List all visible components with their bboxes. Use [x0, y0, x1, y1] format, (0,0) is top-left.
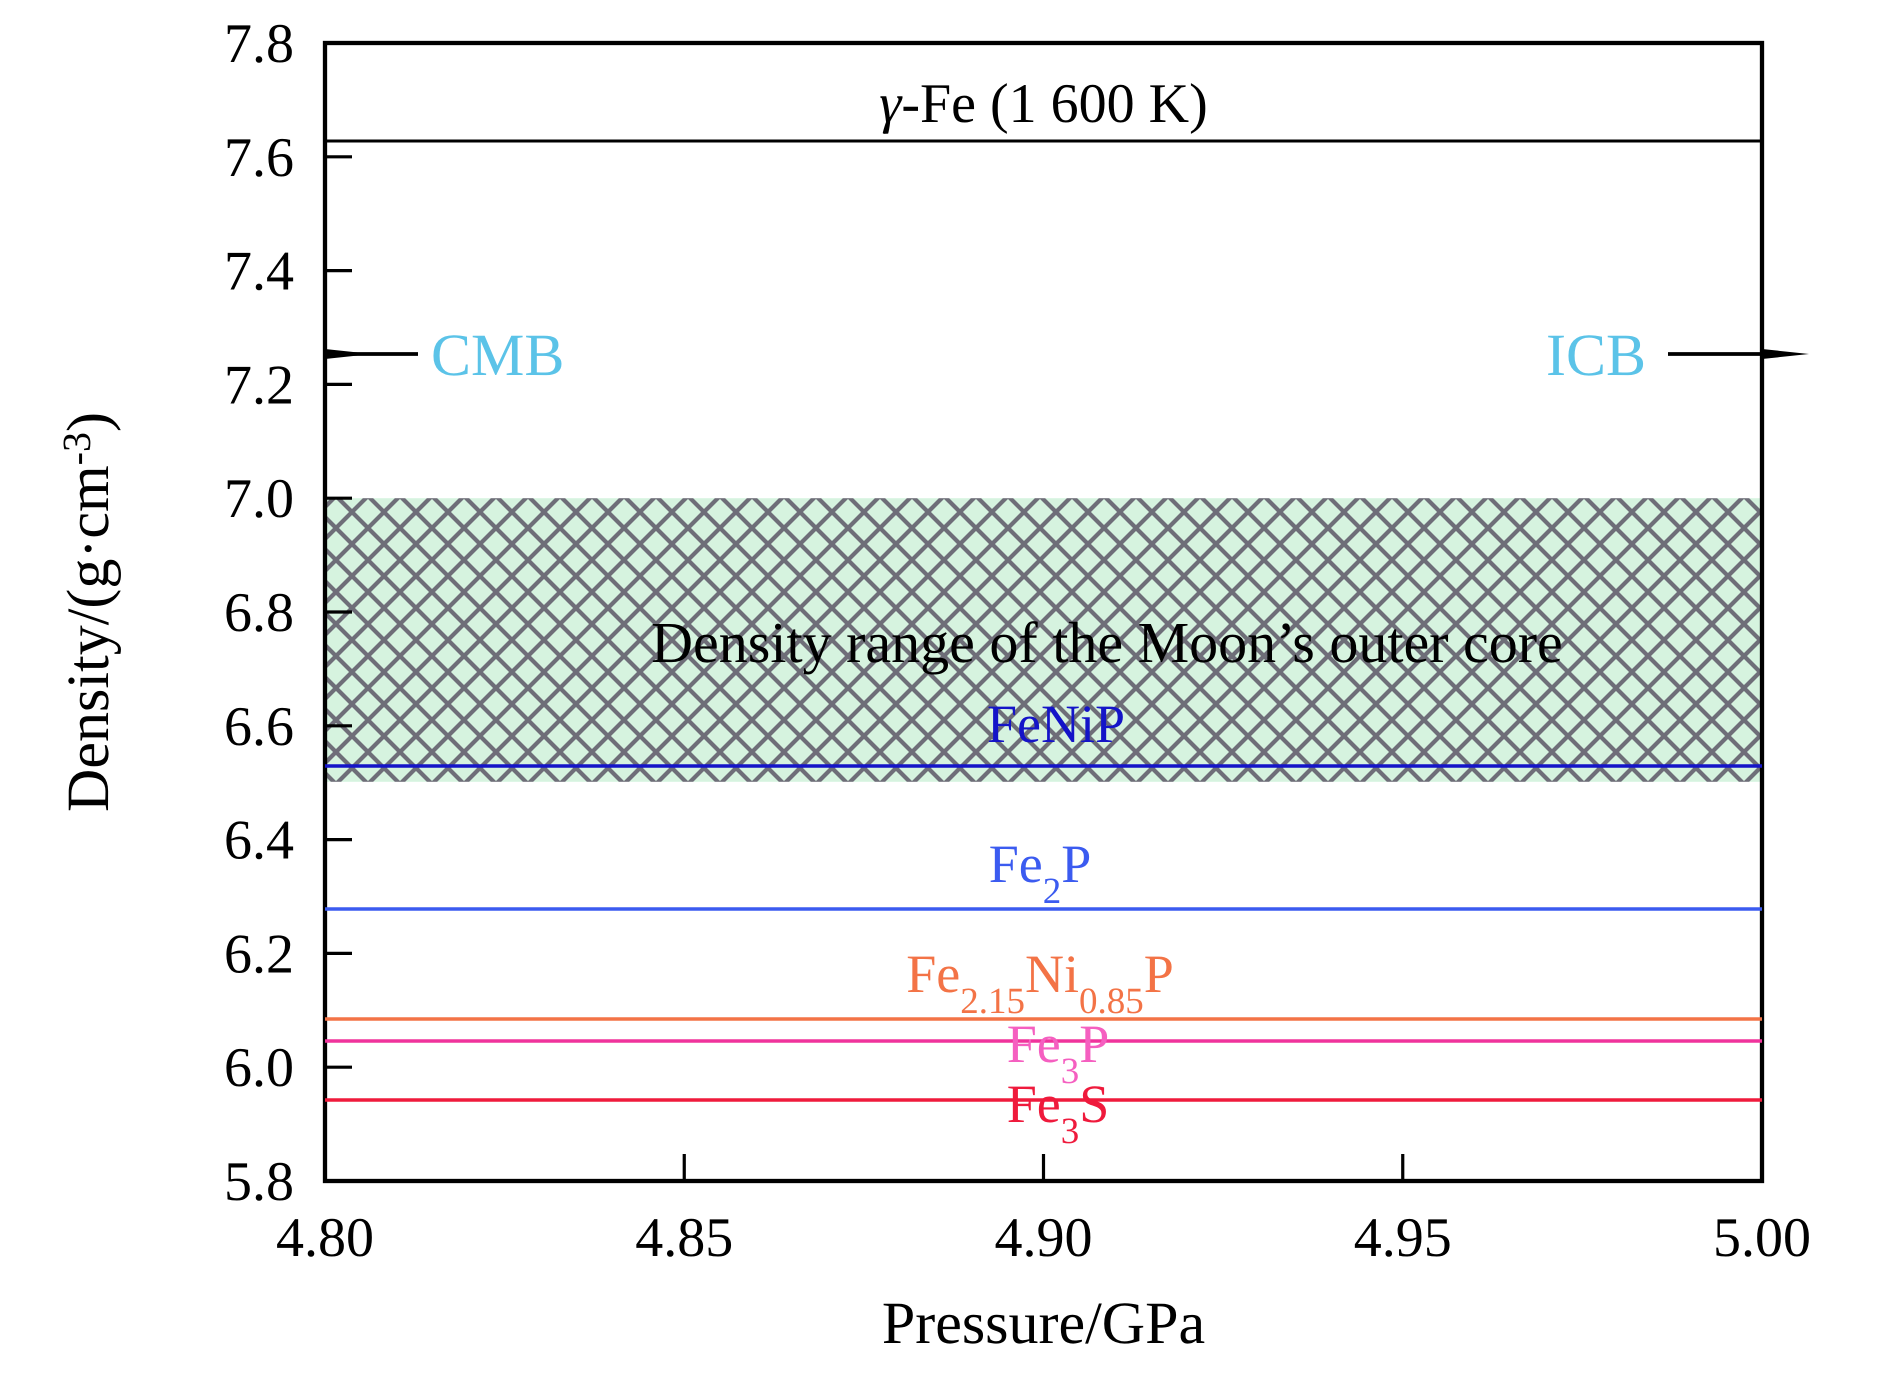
svg-text:5.00: 5.00	[1713, 1207, 1811, 1269]
svg-text:7.4: 7.4	[224, 241, 294, 303]
svg-text:6.2: 6.2	[224, 923, 294, 985]
svg-text:7.2: 7.2	[224, 354, 294, 416]
svg-text:7.0: 7.0	[224, 468, 294, 530]
svg-text:4.85: 4.85	[635, 1207, 733, 1269]
svg-text:6.0: 6.0	[224, 1037, 294, 1099]
svg-text:Density range of the Moon’s ou: Density range of the Moon’s outer core	[651, 610, 1563, 675]
svg-text:γ-Fe (1 600 K): γ-Fe (1 600 K)	[879, 73, 1207, 135]
svg-text:CMB: CMB	[431, 322, 564, 388]
svg-text:6.4: 6.4	[224, 810, 294, 872]
svg-text:FeNiP: FeNiP	[987, 694, 1125, 754]
svg-text:ICB: ICB	[1546, 322, 1646, 388]
svg-text:5.8: 5.8	[224, 1151, 294, 1213]
svg-text:Fe3S: Fe3S	[1007, 1074, 1110, 1152]
svg-text:6.6: 6.6	[224, 696, 294, 758]
svg-text:Pressure/GPa: Pressure/GPa	[882, 1290, 1205, 1356]
svg-text:6.8: 6.8	[224, 582, 294, 644]
svg-text:4.95: 4.95	[1354, 1207, 1452, 1269]
svg-text:7.6: 7.6	[224, 127, 294, 189]
svg-text:4.80: 4.80	[276, 1207, 374, 1269]
svg-text:4.90: 4.90	[995, 1207, 1093, 1269]
svg-text:7.8: 7.8	[224, 13, 294, 75]
svg-text:Fe2.15Ni0.85P: Fe2.15Ni0.85P	[906, 944, 1174, 1022]
svg-text:Density/(g·cm-3): Density/(g·cm-3)	[54, 412, 121, 812]
svg-text:Fe2P: Fe2P	[989, 834, 1092, 912]
